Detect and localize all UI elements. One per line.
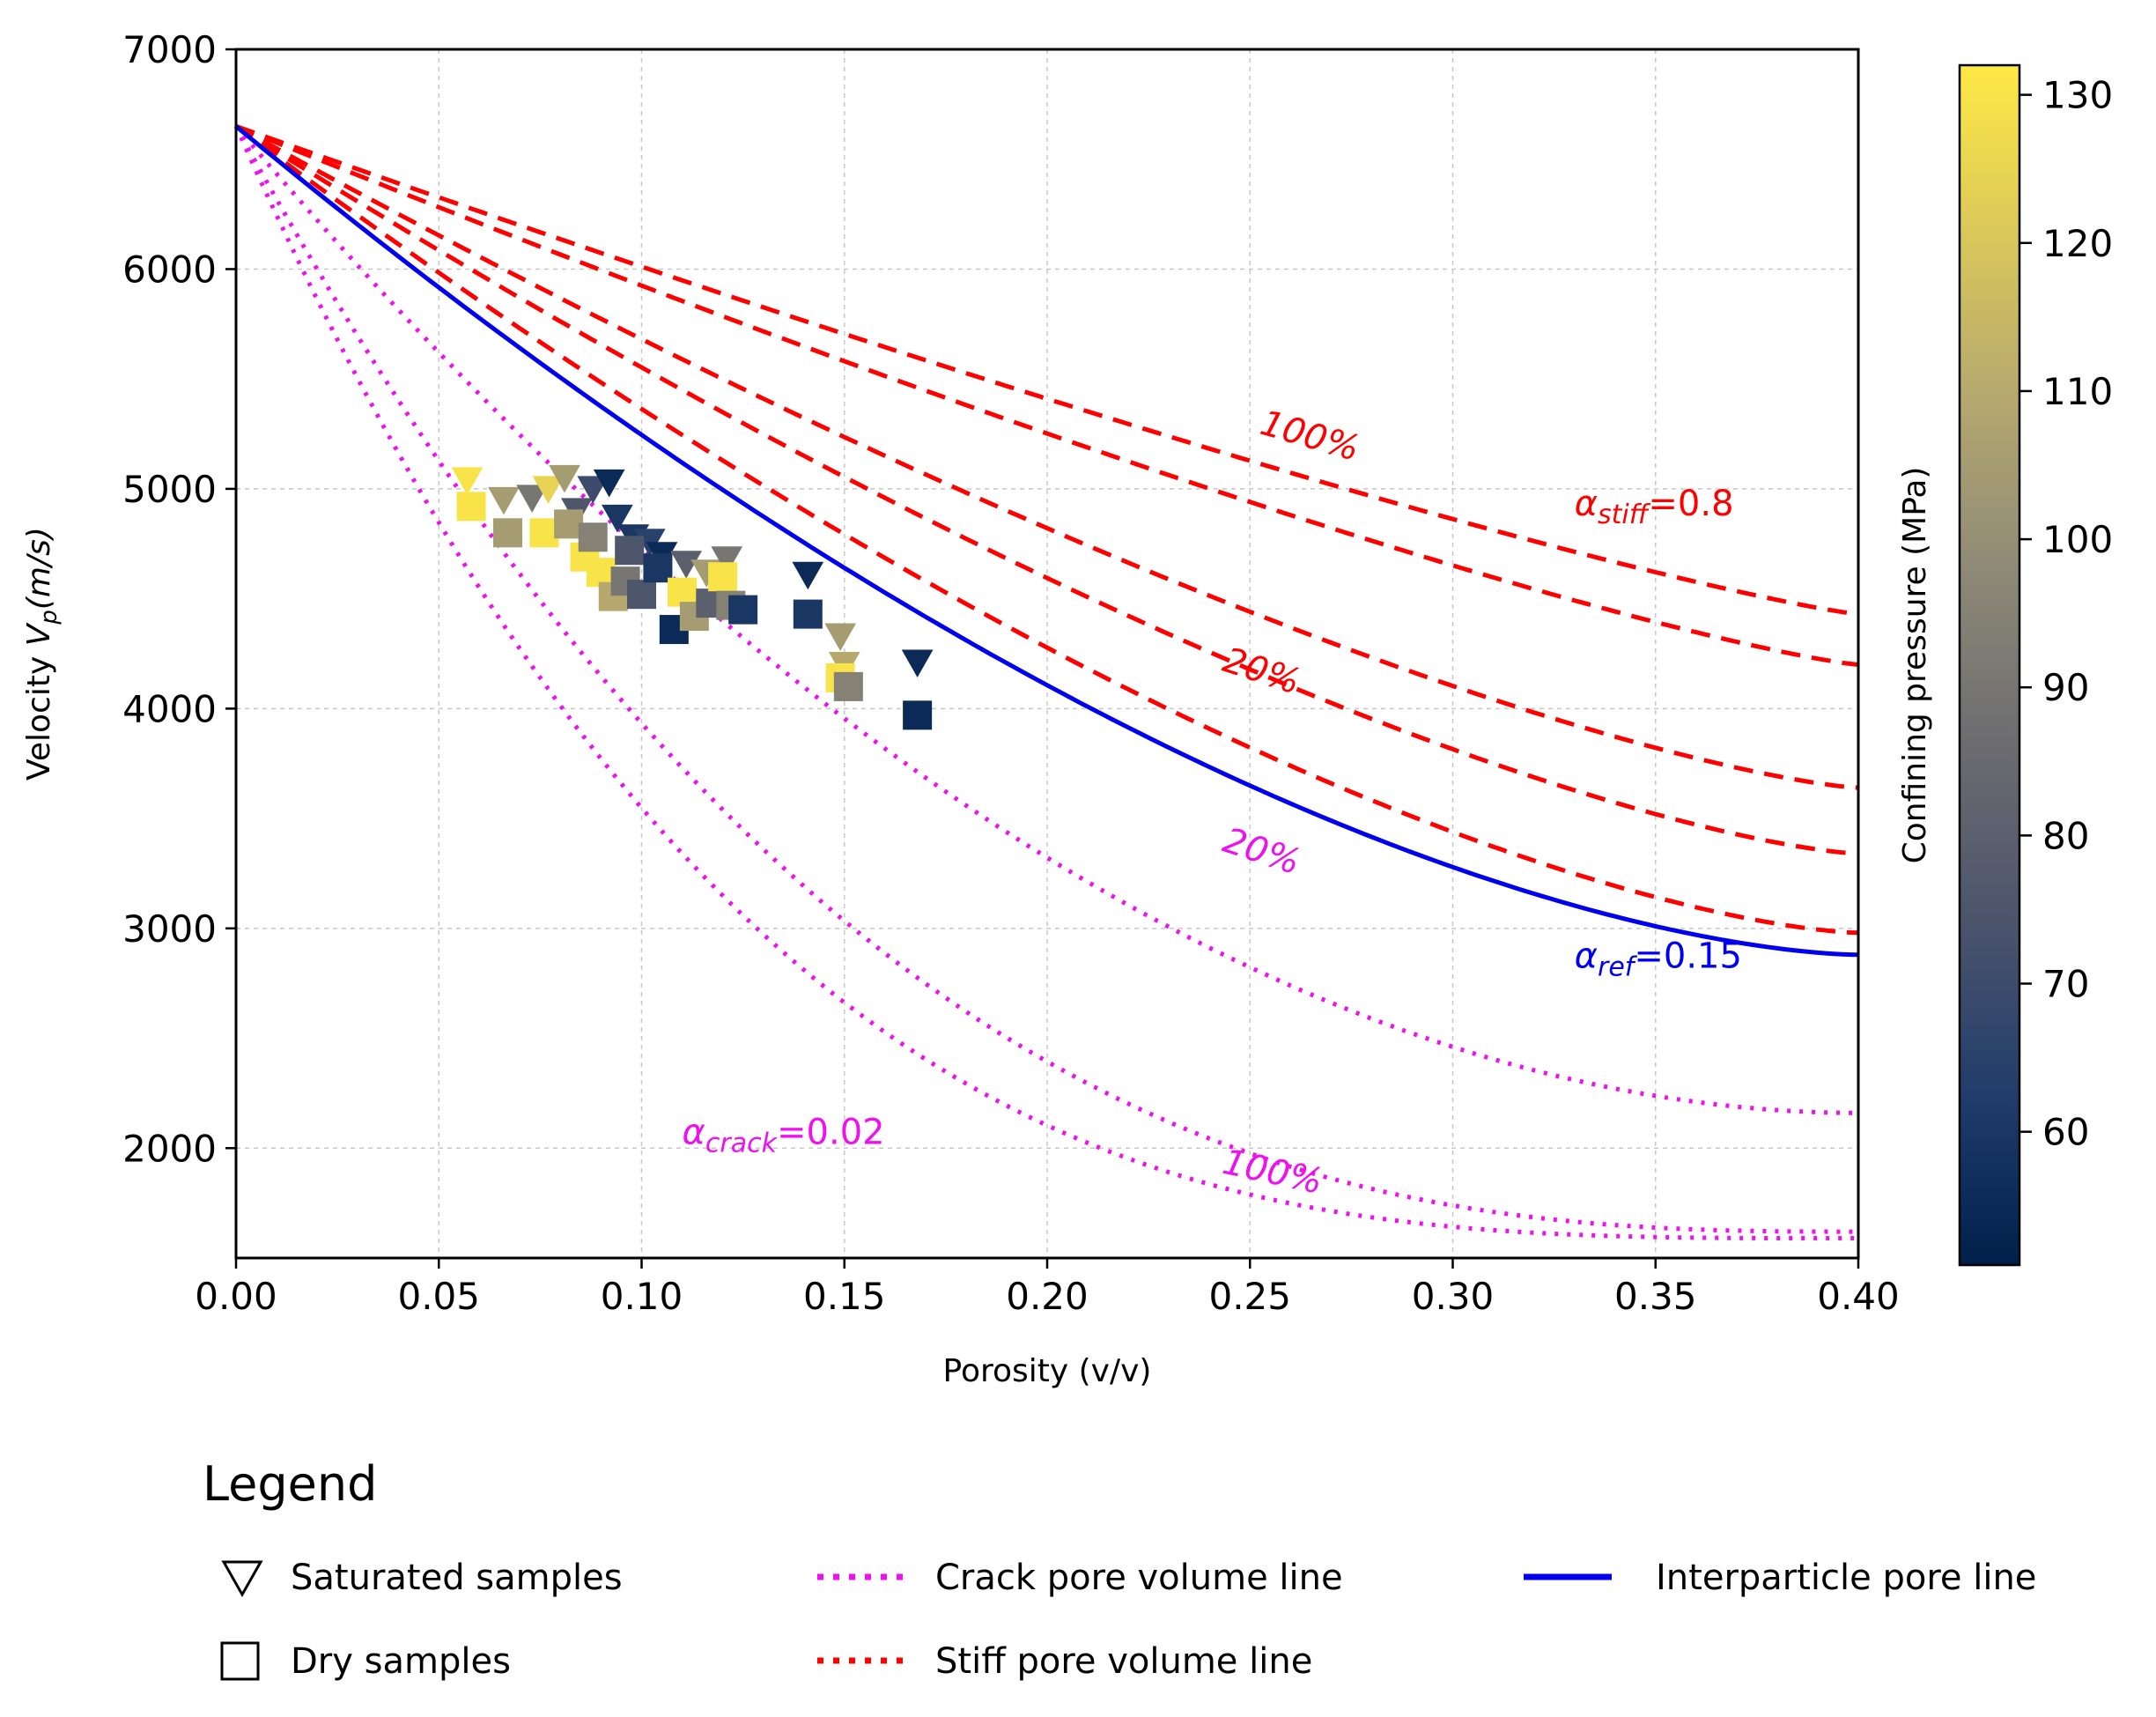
y-axis-label: Velocity Vp(m/s) — [21, 527, 63, 781]
saturated-sample-point — [577, 476, 609, 504]
saturated-sample-point — [516, 485, 549, 513]
saturated-sample-point — [532, 476, 565, 504]
dry-sample-point — [578, 522, 608, 552]
colorbar: 60 70 80 90 100 110 120 130 Confining pressure … — [1897, 63, 2113, 1267]
colorbar-tick-label: 60 — [2042, 1111, 2089, 1154]
legend-square-icon — [220, 1641, 260, 1681]
colorbar-tick-label: 110 — [2042, 370, 2113, 413]
saturated-sample-point — [711, 546, 743, 574]
crack-20-label: 20% — [1218, 820, 1305, 883]
data-points — [451, 464, 934, 730]
saturated-sample-point — [901, 649, 934, 677]
colorbar-label: Confining pressure (MPa) — [1897, 467, 1933, 864]
crack-100-label: 100% — [1219, 1142, 1325, 1203]
saturated-sample-point — [824, 623, 857, 652]
legend: Legend Saturated samples Dry samples Cra… — [203, 1456, 2036, 1682]
colorbar-tick-label: 90 — [2042, 666, 2089, 709]
x-tick-label: 0.15 — [803, 1275, 886, 1318]
colorbar-tick-label: 80 — [2042, 814, 2089, 857]
alpha-ref-label: αref=0.15 — [1575, 936, 1742, 983]
legend-interparticle-label: Interparticle pore line — [1656, 1558, 2036, 1598]
saturated-sample-point — [593, 469, 625, 498]
dry-sample-point — [903, 700, 933, 730]
stiff-pore-line — [235, 123, 1859, 617]
stiff-pore-line — [234, 124, 1859, 856]
dry-sample-point — [708, 562, 738, 592]
y-axis: 2000 3000 4000 5000 6000 7000 — [122, 28, 236, 1170]
y-tick-label: 5000 — [122, 468, 217, 511]
legend-triangle-icon — [221, 1560, 263, 1598]
saturated-sample-point — [488, 486, 520, 515]
saturated-sample-point — [549, 464, 580, 493]
y-tick-label: 3000 — [122, 907, 217, 951]
x-tick-label: 0.40 — [1817, 1275, 1900, 1318]
x-tick-label: 0.05 — [397, 1275, 480, 1318]
stiff-20-label: 20% — [1218, 640, 1305, 702]
x-axis: 0.00 0.05 0.10 0.15 0.20 0.25 0.30 0.35 0.40 — [195, 1258, 1900, 1318]
legend-crack-label: Crack pore volume line — [935, 1558, 1343, 1598]
x-tick-label: 0.10 — [601, 1275, 683, 1318]
dry-sample-point — [493, 518, 523, 548]
stiff-100-label: 100% — [1256, 403, 1364, 470]
y-tick-label: 2000 — [122, 1127, 217, 1170]
x-tick-label: 0.00 — [195, 1275, 277, 1318]
dry-sample-point — [728, 595, 758, 625]
plot-frame — [234, 48, 1860, 1260]
stiff-pore-line — [234, 124, 1859, 790]
interparticle-pore-line — [234, 124, 1859, 958]
dry-sample-point — [793, 599, 823, 629]
dry-sample-point — [529, 518, 559, 548]
dry-sample-point — [627, 580, 656, 610]
saturated-sample-point — [792, 561, 824, 590]
model-curves — [233, 123, 1859, 1240]
x-tick-label: 0.35 — [1614, 1275, 1697, 1318]
stiff-pore-line — [235, 123, 1859, 667]
x-tick-label: 0.25 — [1208, 1275, 1291, 1318]
annotations: 100% 20% 20% 100% αstiff=0.8 αref=0.15 αcrack=… — [683, 403, 1742, 1203]
colorbar-tick-label: 70 — [2042, 963, 2089, 1006]
colorbar-tick-label: 130 — [2042, 74, 2113, 117]
dry-sample-point — [615, 536, 645, 566]
x-tick-label: 0.20 — [1006, 1275, 1089, 1318]
dry-sample-point — [456, 492, 486, 522]
y-tick-label: 7000 — [122, 28, 217, 71]
crack-pore-line — [233, 125, 1858, 1234]
saturated-sample-point — [602, 504, 633, 533]
legend-title: Legend — [203, 1456, 377, 1512]
alpha-crack-label: αcrack=0.02 — [683, 1112, 885, 1158]
y-tick-label: 4000 — [122, 687, 217, 730]
grid — [236, 49, 1858, 1258]
legend-dry-label: Dry samples — [291, 1641, 511, 1682]
dry-sample-point — [643, 553, 673, 583]
alpha-stiff-label: αstiff=0.8 — [1575, 484, 1734, 530]
colorbar-gradient — [1958, 63, 2021, 1267]
colorbar-tick-label: 100 — [2042, 518, 2113, 561]
stiff-pore-line — [234, 124, 1859, 936]
x-axis-label: Porosity (v/v) — [943, 1353, 1152, 1389]
legend-stiff-label: Stiff pore volume line — [935, 1641, 1312, 1682]
colorbar-tick-label: 120 — [2042, 222, 2113, 265]
y-tick-label: 6000 — [122, 248, 217, 291]
legend-saturated-label: Saturated samples — [291, 1558, 623, 1598]
saturated-sample-point — [451, 467, 484, 495]
x-tick-label: 0.30 — [1412, 1275, 1495, 1318]
dry-sample-point — [833, 671, 863, 701]
